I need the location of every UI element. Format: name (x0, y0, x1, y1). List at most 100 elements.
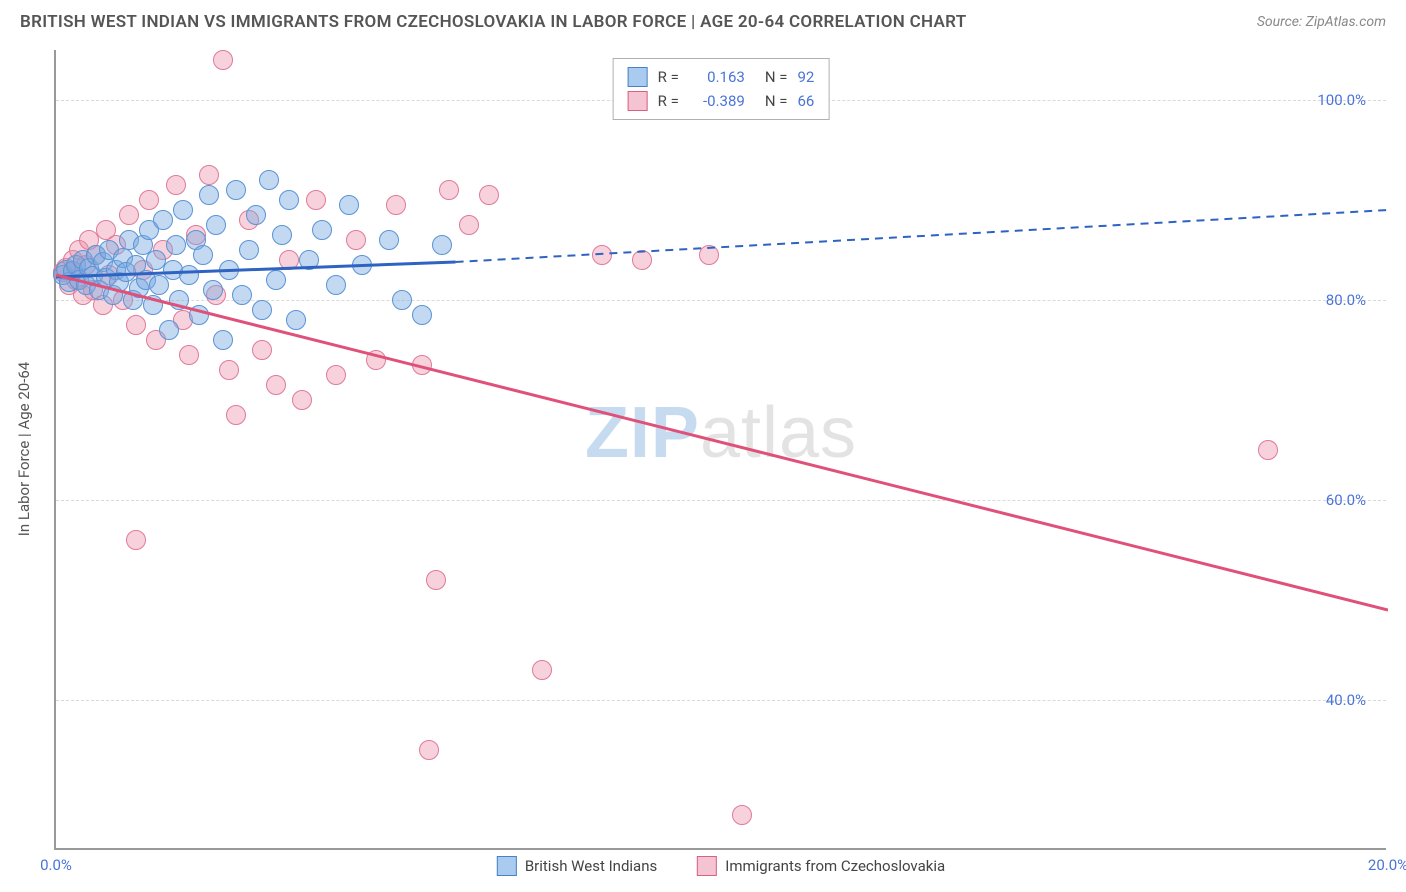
legend-series-label: Immigrants from Czechoslovakia (725, 857, 945, 875)
scatter-point (226, 405, 246, 425)
scatter-point (179, 265, 199, 285)
legend-n-label: N = (765, 65, 788, 89)
legend-swatch (628, 91, 648, 111)
chart-title: BRITISH WEST INDIAN VS IMMIGRANTS FROM C… (20, 12, 966, 32)
scatter-point (532, 660, 552, 680)
legend-correlation: R =0.163N =92R =-0.389N =66 (613, 58, 830, 120)
legend-swatch (697, 856, 717, 876)
chart-container: In Labor Force | Age 20-64 ZIPatlas 40.0… (54, 50, 1386, 850)
gridline-h (56, 500, 1386, 501)
legend-r-value: -0.389 (689, 89, 745, 113)
scatter-point (299, 250, 319, 270)
scatter-point (699, 245, 719, 265)
scatter-point (252, 340, 272, 360)
scatter-point (166, 235, 186, 255)
scatter-point (412, 305, 432, 325)
scatter-point (203, 280, 223, 300)
scatter-point (166, 175, 186, 195)
scatter-point (312, 220, 332, 240)
scatter-point (432, 235, 452, 255)
scatter-point (246, 205, 266, 225)
trend-lines (56, 50, 1388, 850)
legend-swatch (628, 67, 648, 87)
scatter-point (279, 190, 299, 210)
scatter-point (1258, 440, 1278, 460)
scatter-point (346, 230, 366, 250)
scatter-point (426, 570, 446, 590)
trend-line-solid (56, 275, 1388, 610)
scatter-point (119, 205, 139, 225)
scatter-point (326, 275, 346, 295)
legend-n-value: 66 (797, 89, 814, 113)
scatter-point (286, 310, 306, 330)
scatter-point (226, 180, 246, 200)
scatter-point (479, 185, 499, 205)
legend-r-value: 0.163 (689, 65, 745, 89)
scatter-point (139, 190, 159, 210)
scatter-point (126, 315, 146, 335)
scatter-point (352, 255, 372, 275)
watermark-atlas: atlas (700, 393, 857, 473)
gridline-h (56, 300, 1386, 301)
scatter-point (366, 350, 386, 370)
scatter-point (292, 390, 312, 410)
legend-series: British West Indians Immigrants from Czec… (497, 856, 945, 876)
scatter-point (386, 195, 406, 215)
watermark: ZIPatlas (585, 392, 857, 474)
x-tick-label: 0.0% (40, 856, 72, 874)
scatter-point (732, 805, 752, 825)
scatter-point (266, 270, 286, 290)
legend-series-item: Immigrants from Czechoslovakia (697, 856, 945, 876)
source-attribution: Source: ZipAtlas.com (1257, 14, 1386, 30)
legend-series-label: British West Indians (525, 857, 657, 875)
plot-area: In Labor Force | Age 20-64 ZIPatlas 40.0… (54, 50, 1386, 850)
scatter-point (419, 740, 439, 760)
scatter-point (213, 330, 233, 350)
scatter-point (143, 295, 163, 315)
scatter-point (266, 375, 286, 395)
scatter-point (412, 355, 432, 375)
y-tick-label: 100.0% (1317, 91, 1366, 109)
scatter-point (392, 290, 412, 310)
scatter-point (279, 250, 299, 270)
y-axis-title: In Labor Force | Age 20-64 (15, 362, 33, 536)
scatter-point (439, 180, 459, 200)
scatter-point (252, 300, 272, 320)
scatter-point (159, 320, 179, 340)
scatter-point (169, 290, 189, 310)
legend-swatch (497, 856, 517, 876)
legend-n-label: N = (765, 89, 788, 113)
scatter-point (189, 305, 209, 325)
scatter-point (173, 200, 193, 220)
y-tick-label: 60.0% (1326, 491, 1366, 509)
watermark-zip: ZIP (585, 393, 700, 473)
legend-correlation-row: R =0.163N =92 (628, 65, 815, 89)
scatter-point (126, 530, 146, 550)
scatter-point (232, 285, 252, 305)
scatter-point (592, 245, 612, 265)
scatter-point (632, 250, 652, 270)
gridline-h (56, 700, 1386, 701)
scatter-point (326, 365, 346, 385)
scatter-point (179, 345, 199, 365)
scatter-point (199, 185, 219, 205)
scatter-point (239, 240, 259, 260)
scatter-point (153, 210, 173, 230)
legend-correlation-row: R = -0.389 N = 66 (628, 89, 815, 113)
scatter-point (272, 225, 292, 245)
scatter-point (199, 165, 219, 185)
scatter-point (459, 215, 479, 235)
scatter-point (219, 360, 239, 380)
scatter-point (206, 215, 226, 235)
scatter-point (193, 245, 213, 265)
legend-r-label: R = (658, 89, 679, 113)
scatter-point (339, 195, 359, 215)
x-tick-label: 20.0% (1368, 856, 1406, 874)
scatter-point (379, 230, 399, 250)
scatter-point (306, 190, 326, 210)
legend-r-label: R = (658, 65, 679, 89)
scatter-point (219, 260, 239, 280)
scatter-point (259, 170, 279, 190)
scatter-point (213, 50, 233, 70)
y-tick-label: 40.0% (1326, 691, 1366, 709)
